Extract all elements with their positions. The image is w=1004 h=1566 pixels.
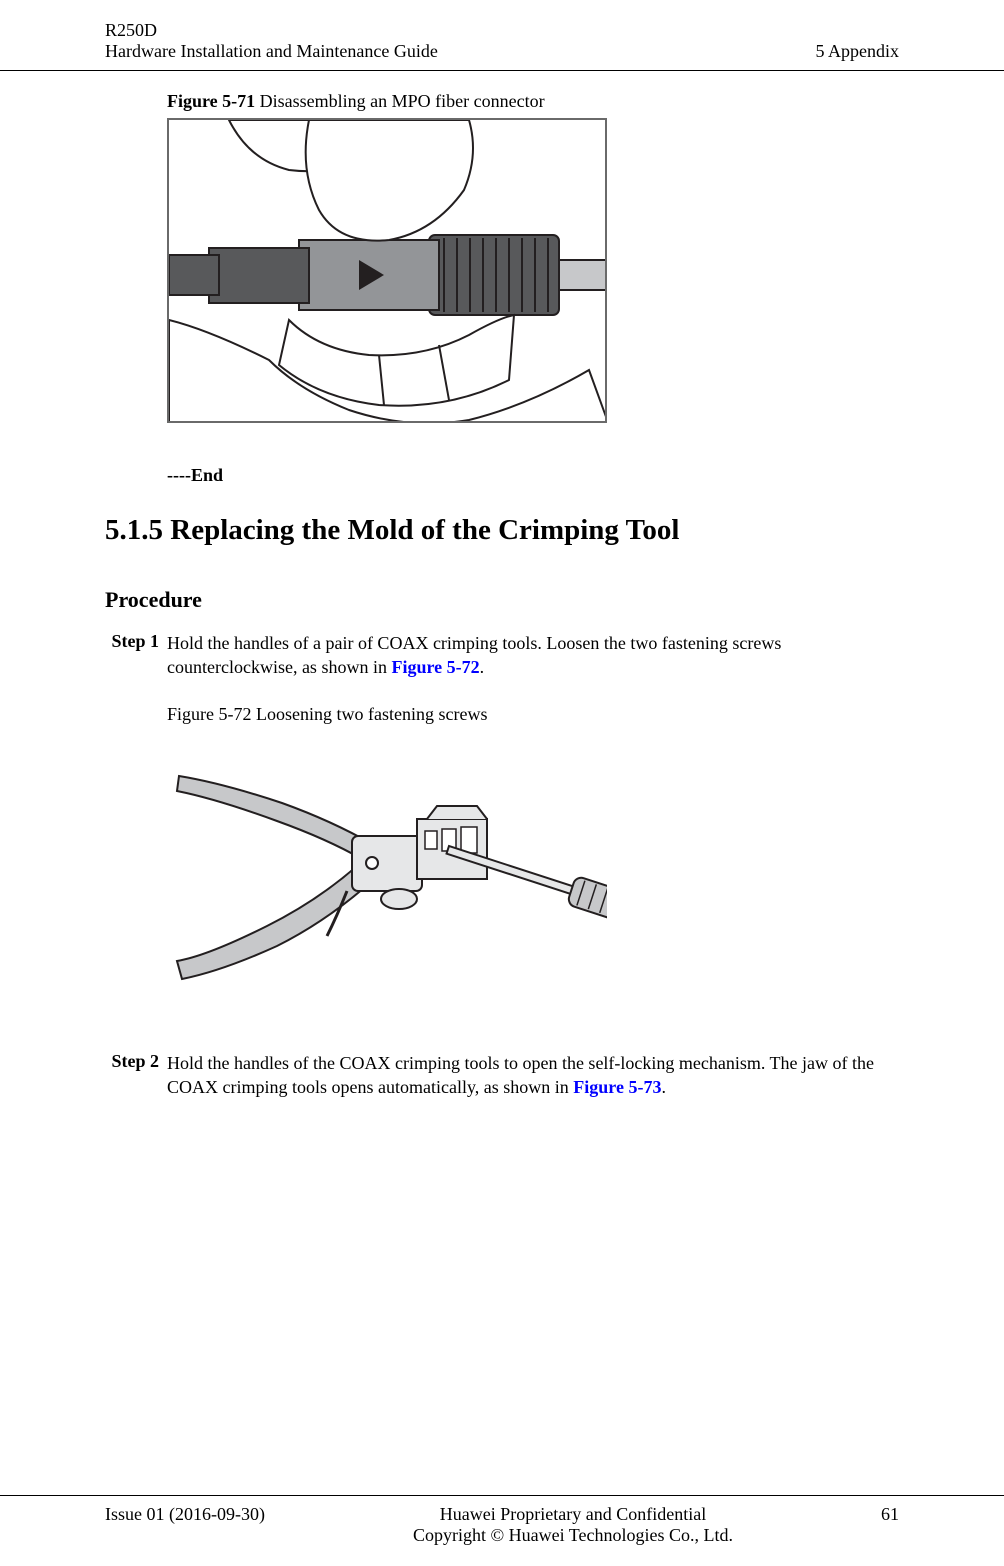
step-1-after: . <box>480 657 485 677</box>
figure-73-link[interactable]: Figure 5-73 <box>573 1077 661 1097</box>
footer-center: Huawei Proprietary and Confidential Copy… <box>413 1504 733 1546</box>
header-left: R250D Hardware Installation and Maintena… <box>105 20 438 62</box>
product-code: R250D <box>105 20 438 41</box>
page-header: R250D Hardware Installation and Maintena… <box>0 0 1004 71</box>
figure-71-label: Figure 5-71 <box>167 91 255 111</box>
page-footer: Issue 01 (2016-09-30) Huawei Proprietary… <box>0 1495 1004 1546</box>
step-2-before: Hold the handles of the COAX crimping to… <box>167 1053 874 1097</box>
figure-72-label: Figure 5-72 <box>167 704 252 724</box>
step-2-after: . <box>661 1077 666 1097</box>
figure-72-caption: Figure 5-72 Loosening two fastening scre… <box>167 704 899 725</box>
chapter-label: 5 Appendix <box>816 41 900 62</box>
step-1-text: Hold the handles of a pair of COAX crimp… <box>167 631 899 680</box>
step-1-label: Step 1 <box>105 631 167 680</box>
figure-72-text: Loosening two fastening screws <box>256 704 487 724</box>
step-2-label: Step 2 <box>105 1051 167 1100</box>
header-right: 5 Appendix <box>816 20 900 62</box>
footer-copyright: Copyright © Huawei Technologies Co., Ltd… <box>413 1525 733 1546</box>
figure-72-illustration <box>167 731 607 1001</box>
step-2: Step 2 Hold the handles of the COAX crim… <box>105 1051 899 1100</box>
step-2-text: Hold the handles of the COAX crimping to… <box>167 1051 899 1100</box>
figure-71-caption: Figure 5-71 Disassembling an MPO fiber c… <box>167 91 899 112</box>
page-content: Figure 5-71 Disassembling an MPO fiber c… <box>0 71 1004 1099</box>
footer-proprietary: Huawei Proprietary and Confidential <box>413 1504 733 1525</box>
procedure-heading: Procedure <box>105 587 899 613</box>
footer-page-number: 61 <box>881 1504 899 1525</box>
footer-issue: Issue 01 (2016-09-30) <box>105 1504 265 1525</box>
section-heading: 5.1.5 Replacing the Mold of the Crimping… <box>105 514 899 547</box>
figure-72-link[interactable]: Figure 5-72 <box>391 657 479 677</box>
figure-71-text: Disassembling an MPO fiber connector <box>260 91 545 111</box>
step-1: Step 1 Hold the handles of a pair of COA… <box>105 631 899 680</box>
figure-71-illustration <box>167 118 607 423</box>
guide-title: Hardware Installation and Maintenance Gu… <box>105 41 438 62</box>
end-marker: ----End <box>167 465 899 486</box>
